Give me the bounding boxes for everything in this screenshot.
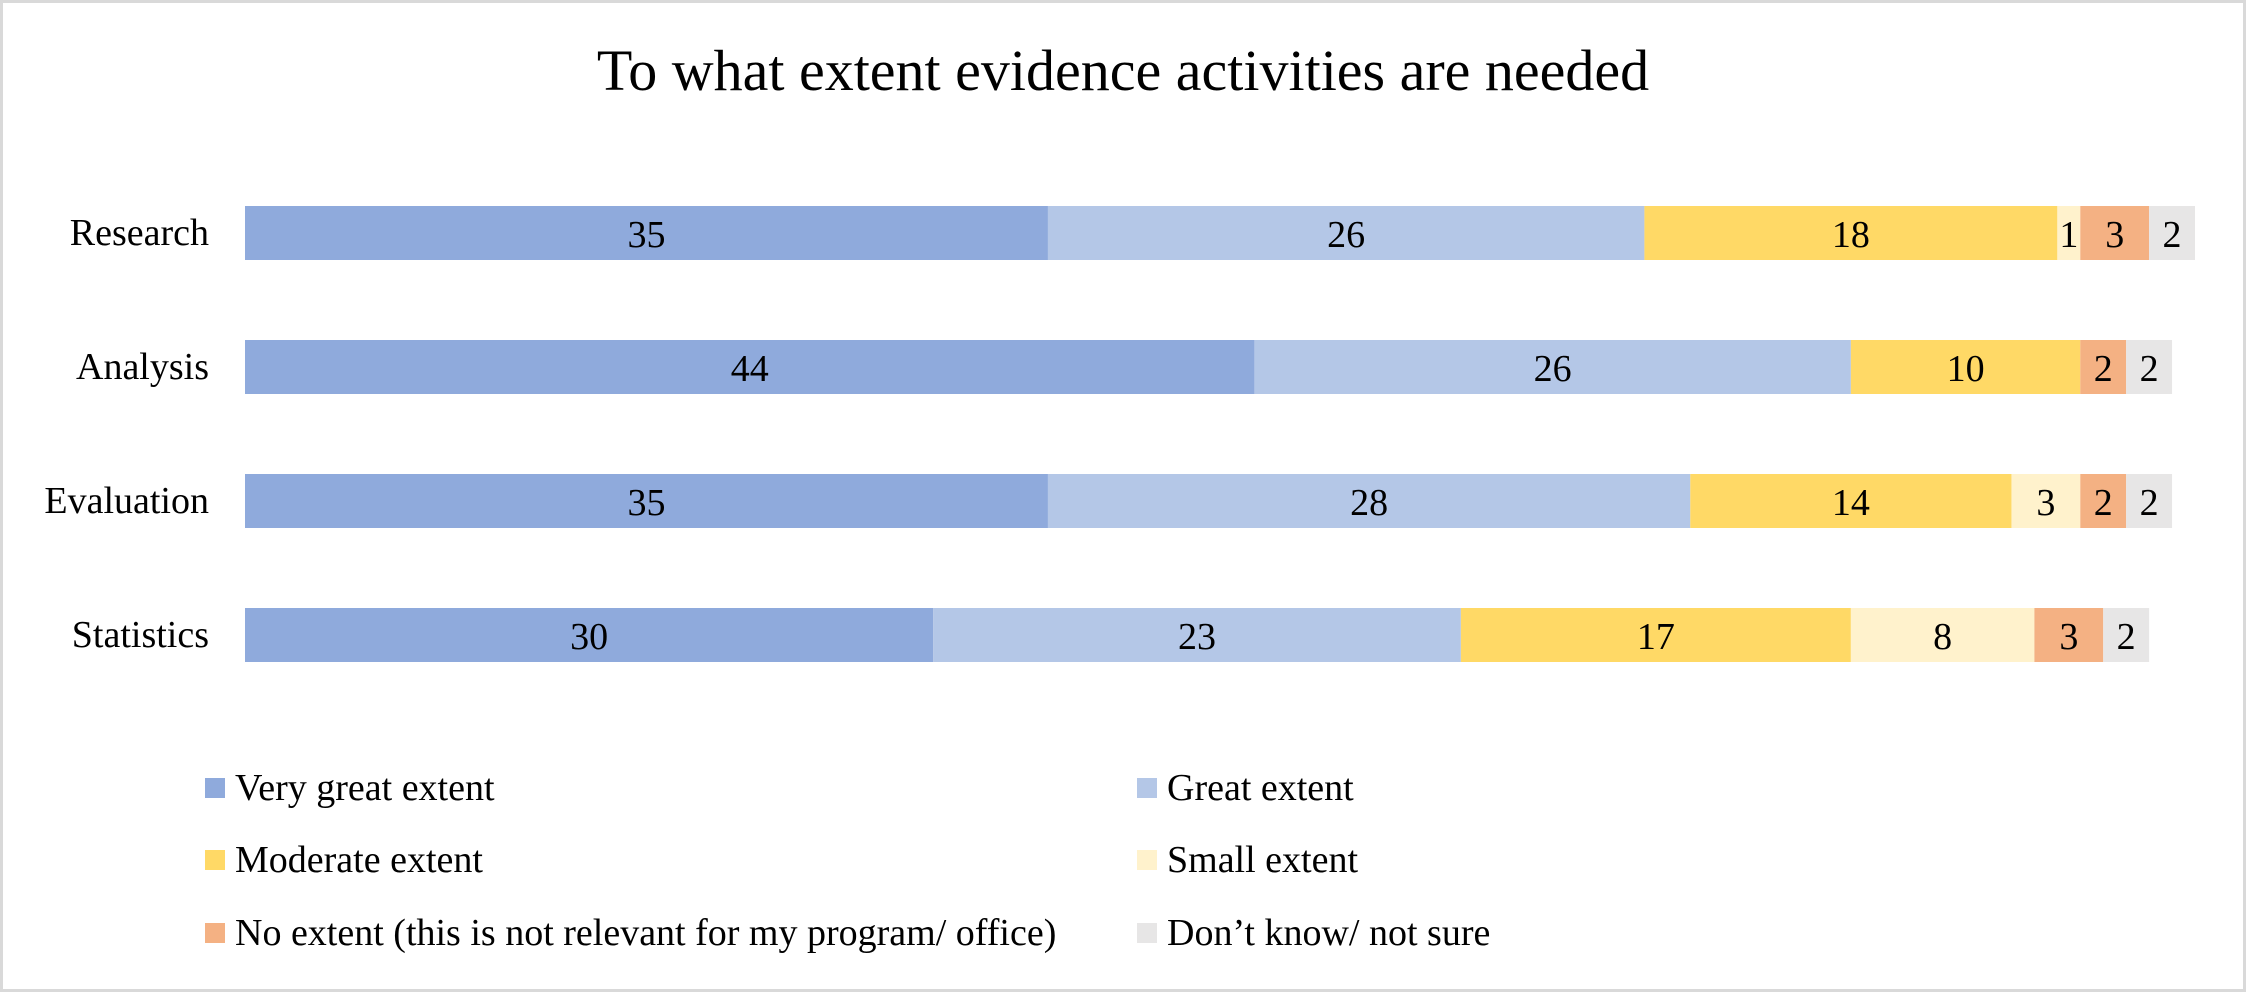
- data-label-statistics-series-3: 8: [1933, 616, 1952, 658]
- bar-research-series-3: [2057, 206, 2081, 260]
- bar-evaluation-series-5: [2126, 474, 2173, 528]
- data-label-evaluation-series-2: 14: [1832, 482, 1870, 524]
- bar-research-series-5: [2149, 206, 2195, 260]
- bar-statistics-series-0: [245, 608, 934, 662]
- data-label-evaluation-series-0: 35: [627, 482, 665, 524]
- bar-evaluation-series-4: [2080, 474, 2127, 528]
- bar-evaluation-series-3: [2011, 474, 2081, 528]
- data-label-research-series-5: 2: [2163, 214, 2182, 256]
- bar-analysis-series-1: [1254, 340, 1851, 394]
- data-label-statistics-series-4: 3: [2059, 616, 2078, 658]
- data-label-statistics-series-0: 30: [570, 616, 608, 658]
- data-label-statistics-series-1: 23: [1178, 616, 1216, 658]
- bar-analysis-series-0: [245, 340, 1255, 394]
- bar-analysis-series-4: [2080, 340, 2127, 394]
- category-label-research: Research: [70, 212, 209, 254]
- bar-research-series-2: [1644, 206, 2058, 260]
- bar-analysis-series-2: [1850, 340, 2081, 394]
- data-label-research-series-4: 3: [2105, 214, 2124, 256]
- data-label-evaluation-series-3: 3: [2036, 482, 2055, 524]
- data-label-research-series-2: 18: [1832, 214, 1870, 256]
- category-label-statistics: Statistics: [72, 614, 209, 656]
- category-label-evaluation: Evaluation: [44, 480, 209, 522]
- bar-statistics-series-4: [2034, 608, 2104, 662]
- chart-title: To what extent evidence activities are n…: [596, 38, 1650, 103]
- bar-statistics-series-2: [1460, 608, 1851, 662]
- data-label-analysis-series-4: 2: [2094, 348, 2113, 390]
- data-label-analysis-series-5: 2: [2140, 348, 2159, 390]
- bar-statistics-series-3: [1850, 608, 2035, 662]
- data-label-evaluation-series-5: 2: [2140, 482, 2159, 524]
- bar-statistics-series-1: [933, 608, 1461, 662]
- category-label-analysis: Analysis: [76, 346, 209, 388]
- bar-analysis-series-5: [2126, 340, 2173, 394]
- bar-evaluation-series-2: [1690, 474, 2012, 528]
- data-label-analysis-series-2: 10: [1947, 348, 1985, 390]
- data-label-research-series-3: 1: [2059, 214, 2078, 256]
- data-label-research-series-1: 26: [1327, 214, 1365, 256]
- bar-evaluation-series-1: [1047, 474, 1691, 528]
- bar-research-series-1: [1047, 206, 1645, 260]
- data-label-analysis-series-1: 26: [1534, 348, 1572, 390]
- data-label-analysis-series-0: 44: [731, 348, 769, 390]
- data-label-statistics-series-5: 2: [2117, 616, 2136, 658]
- data-label-research-series-0: 35: [627, 214, 665, 256]
- data-label-evaluation-series-1: 28: [1350, 482, 1388, 524]
- bar-research-series-0: [245, 206, 1048, 260]
- data-label-evaluation-series-4: 2: [2094, 482, 2113, 524]
- bar-statistics-series-5: [2103, 608, 2150, 662]
- data-label-statistics-series-2: 17: [1637, 616, 1675, 658]
- bar-evaluation-series-0: [245, 474, 1048, 528]
- bar-research-series-4: [2080, 206, 2150, 260]
